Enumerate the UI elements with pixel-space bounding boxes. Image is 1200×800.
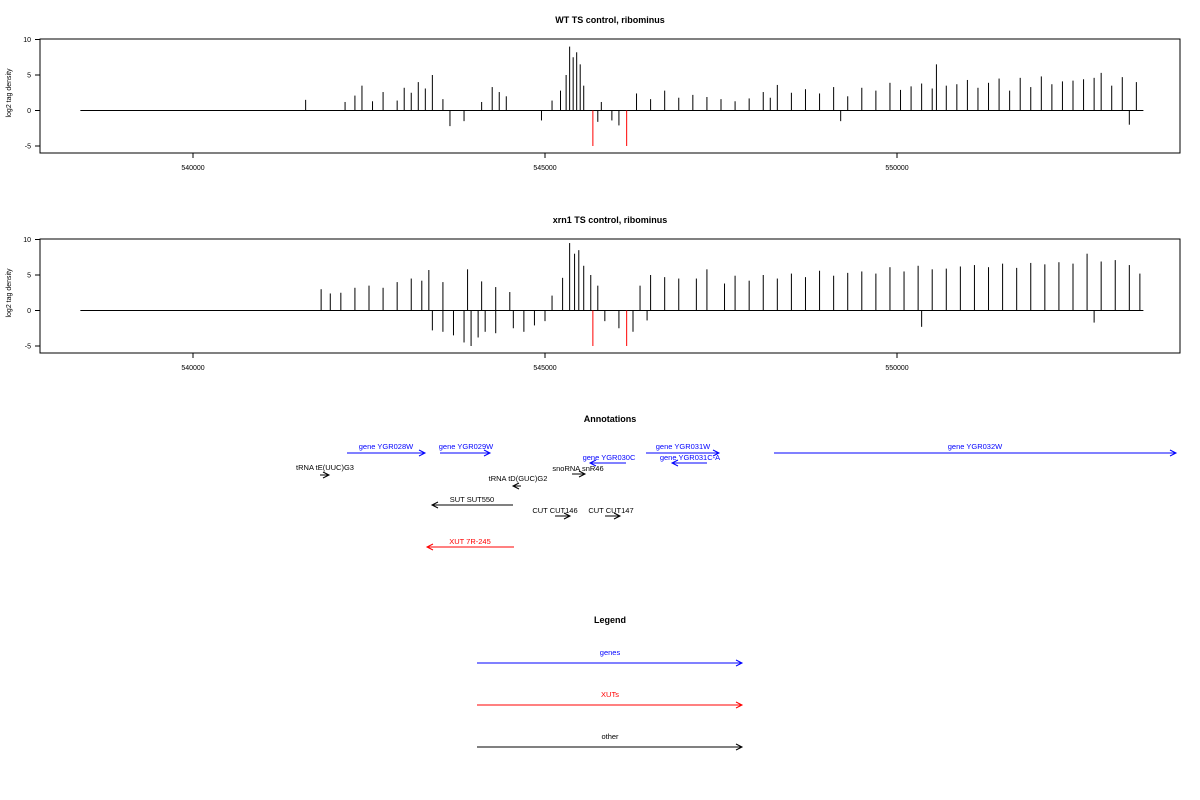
annotation-label: CUT CUT146 <box>532 506 577 515</box>
annotation-arrow <box>555 512 572 520</box>
annotation-label: tRNA tE(UUC)G3 <box>296 463 354 472</box>
annotation-arrow <box>646 449 721 457</box>
legend-arrow-gene <box>477 659 744 667</box>
wt-axes: -5 0 5 10 540000 545000 550000 <box>23 37 909 172</box>
wt-x-tick-label: 545000 <box>533 165 556 172</box>
xrn1-y-tick-label: -5 <box>25 344 31 351</box>
annotation-label: gene YGR031C-A <box>660 453 720 462</box>
legend-label-gene: genes <box>600 648 621 657</box>
annotation-arrow <box>347 449 427 457</box>
xrn1-bars <box>80 243 1144 346</box>
annotation-label: gene YGR032W <box>948 442 1003 451</box>
annotation-label: XUT 7R-245 <box>449 537 491 546</box>
xrn1-x-tick-label: 540000 <box>181 365 204 372</box>
legend-label-xut: XUTs <box>601 690 619 699</box>
annotations-track: gene YGR028W gene YGR029W gene YGR030C gene… <box>296 442 1178 551</box>
xrn1-y-tick-label: 5 <box>27 273 31 280</box>
xrn1-plot-frame <box>39 238 1181 354</box>
xrn1-x-tick-label: 550000 <box>885 365 908 372</box>
xrn1-y-tick-label: 10 <box>23 237 31 244</box>
annotation-arrow <box>511 482 521 490</box>
wt-y-axis-label: log2 tag density <box>6 68 13 118</box>
annotation-label: snoRNA snR46 <box>552 464 603 473</box>
xrn1-y-axis-label: log2 tag density <box>6 268 13 318</box>
xrn1-x-tick-label: 545000 <box>533 365 556 372</box>
legend: genes XUTs other <box>477 648 744 751</box>
annotation-label: gene YGR031W <box>656 442 711 451</box>
annotation-arrow <box>320 471 331 479</box>
wt-x-tick-label: 550000 <box>885 165 908 172</box>
annotation-arrow <box>430 501 513 509</box>
legend-arrow-xut <box>477 701 744 709</box>
wt-bars <box>80 46 1144 146</box>
legend-label-other: other <box>601 732 619 741</box>
annotation-arrow <box>670 459 707 467</box>
wt-y-tick-label: 5 <box>27 73 31 80</box>
wt-plot-frame <box>39 38 1181 154</box>
annotation-label: gene YGR029W <box>439 442 494 451</box>
annotations-title: Annotations <box>584 414 637 424</box>
wt-panel-title: WT TS control, ribominus <box>555 15 665 25</box>
annotation-label: tRNA tD(GUC)G2 <box>489 474 548 483</box>
xrn1-panel: xrn1 TS control, ribominus log2 tag dens… <box>6 215 1181 372</box>
annotation-label: gene YGR030C <box>583 453 636 462</box>
legend-arrow-other <box>477 743 744 751</box>
annotation-arrow <box>588 459 626 467</box>
annotation-arrow <box>774 449 1178 457</box>
xrn1-y-tick-label: 0 <box>27 308 31 315</box>
wt-panel: WT TS control, ribominus log2 tag densit… <box>6 15 1181 172</box>
wt-x-tick-label: 540000 <box>181 165 204 172</box>
annotation-label: CUT CUT147 <box>588 506 633 515</box>
annotation-arrow <box>425 543 514 551</box>
legend-title: Legend <box>594 615 626 625</box>
annotation-arrow <box>605 512 622 520</box>
wt-y-tick-label: 0 <box>27 108 31 115</box>
annotation-arrow <box>572 470 587 478</box>
wt-y-tick-label: 10 <box>23 37 31 44</box>
wt-y-tick-label: -5 <box>25 144 31 151</box>
xrn1-axes: -5 0 5 10 540000 545000 550000 <box>23 237 909 372</box>
annotation-arrow <box>440 449 492 457</box>
annotation-label: SUT SUT550 <box>450 495 494 504</box>
xrn1-panel-title: xrn1 TS control, ribominus <box>553 215 668 225</box>
annotation-label: gene YGR028W <box>359 442 414 451</box>
